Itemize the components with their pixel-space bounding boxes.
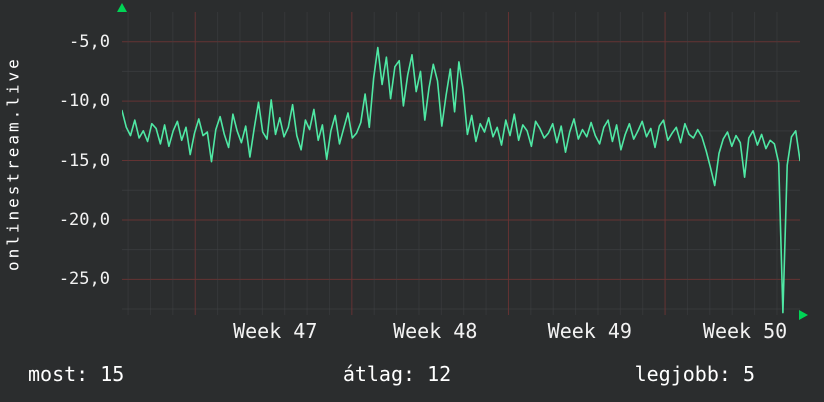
y-tick-label: -20,0	[58, 209, 110, 230]
y-tick-label: -15,0	[58, 150, 110, 171]
stat-legjobb: legjobb: 5	[634, 362, 755, 386]
y-tick-label: -10,0	[58, 91, 110, 112]
x-axis-arrow-icon	[799, 310, 808, 320]
stat-most: most: 15	[28, 362, 125, 386]
y-tick-label: -5,0	[69, 31, 110, 52]
plot-area	[122, 12, 800, 315]
x-tick-label: Week 47	[233, 319, 318, 343]
chart-line	[122, 46, 800, 314]
y-axis-labels: -5,0 -10,0 -15,0 -20,0 -25,0	[0, 0, 110, 340]
y-axis-arrow-icon	[117, 3, 127, 12]
x-tick-label: Week 49	[547, 319, 632, 343]
y-tick-label: -25,0	[58, 269, 110, 290]
chart-canvas	[122, 12, 800, 315]
x-tick-label: Week 48	[393, 319, 478, 343]
x-axis-labels: Week 47 Week 48 Week 49 Week 50	[0, 0, 824, 342]
x-tick-label: Week 50	[702, 319, 788, 343]
stat-atlag: átlag: 12	[342, 362, 452, 386]
stats-row: most: 15 átlag: 12 legjobb: 5	[0, 360, 824, 392]
